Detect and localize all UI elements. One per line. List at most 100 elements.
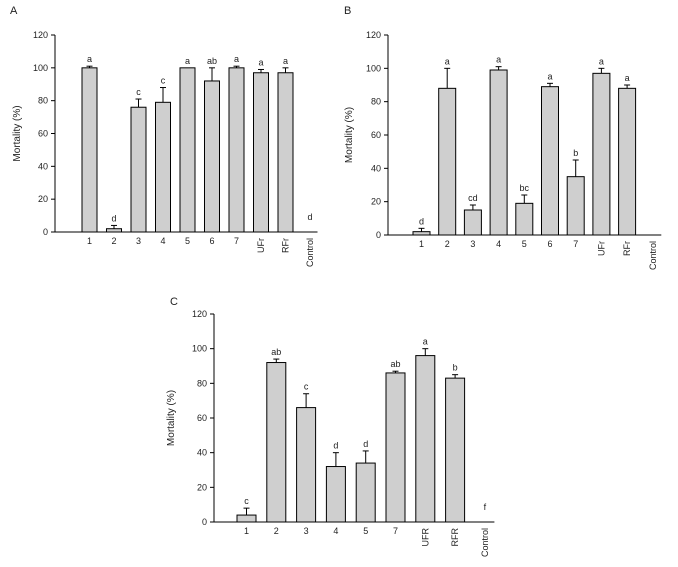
y-tick-label: 80 xyxy=(197,378,207,388)
x-tick-label: 2 xyxy=(111,236,116,246)
bar xyxy=(130,106,147,233)
bar xyxy=(463,209,482,236)
x-tick-label: Control xyxy=(480,528,490,557)
x-tick-label: 5 xyxy=(363,526,368,536)
panel-label: B xyxy=(344,5,351,17)
bar xyxy=(412,231,431,236)
significance-letter: a xyxy=(423,337,428,347)
x-tick-label: 5 xyxy=(522,239,527,249)
significance-letter: c xyxy=(136,87,141,97)
x-tick-label: 5 xyxy=(185,236,190,246)
y-axis-label: Mortality (%) xyxy=(12,105,23,161)
significance-letter: a xyxy=(547,71,552,81)
bar xyxy=(592,72,611,236)
y-tick-label: 20 xyxy=(371,197,381,207)
y-tick-label: 100 xyxy=(366,63,381,73)
y-tick-label: 100 xyxy=(33,63,48,73)
panel-a: A 0 20 40 60 80 100 120 Mortality (%) a 1 d 2 c 3 c 4 a 5 a… xyxy=(10,5,318,267)
significance-letter: ab xyxy=(271,347,281,357)
x-tick-label: 3 xyxy=(304,526,309,536)
significance-letter: d xyxy=(333,441,338,451)
bar xyxy=(415,355,436,523)
bar xyxy=(355,462,376,523)
significance-letter: a xyxy=(87,54,92,64)
y-tick-label: 80 xyxy=(371,97,381,107)
y-tick-label: 0 xyxy=(376,230,381,240)
x-tick-label: Control xyxy=(648,241,658,270)
significance-letter: f xyxy=(484,502,487,512)
significance-letter: c xyxy=(244,496,249,506)
x-tick-label: 1 xyxy=(87,236,92,246)
bar xyxy=(618,87,637,236)
bar xyxy=(228,67,245,233)
significance-letter: ab xyxy=(390,359,400,369)
significance-letter: d xyxy=(419,216,424,226)
significance-letter: a xyxy=(234,54,239,64)
bar xyxy=(296,407,317,523)
x-tick-label: 7 xyxy=(234,236,239,246)
x-tick-label: RFR xyxy=(450,528,460,547)
y-tick-label: 100 xyxy=(192,344,207,354)
y-tick-label: 60 xyxy=(38,129,48,139)
y-tick-label: 120 xyxy=(33,30,48,40)
x-tick-label: 7 xyxy=(573,239,578,249)
panel-label: C xyxy=(170,296,178,308)
bar xyxy=(253,72,269,233)
y-axis-label: Mortality (%) xyxy=(166,390,177,446)
x-tick-label: 4 xyxy=(333,526,338,536)
x-tick-label: 2 xyxy=(445,239,450,249)
significance-letter: a xyxy=(258,57,263,67)
significance-letter: d xyxy=(307,212,312,222)
significance-letter: cd xyxy=(468,193,478,203)
significance-letter: c xyxy=(304,382,309,392)
bar xyxy=(515,202,534,236)
y-tick-label: 0 xyxy=(43,227,48,237)
y-tick-label: 40 xyxy=(38,161,48,171)
panel-label: A xyxy=(10,5,18,17)
bar xyxy=(179,67,196,233)
bar xyxy=(204,80,220,233)
significance-letter: bc xyxy=(520,183,530,193)
bar xyxy=(155,101,171,233)
x-tick-label: 4 xyxy=(496,239,501,249)
significance-letter: ab xyxy=(207,56,217,66)
bar xyxy=(489,69,508,236)
significance-letter: c xyxy=(161,76,166,86)
y-tick-label: 40 xyxy=(197,448,207,458)
y-tick-label: 20 xyxy=(38,194,48,204)
bar xyxy=(445,377,466,523)
significance-letter: d xyxy=(111,213,116,223)
x-tick-label: RFr xyxy=(281,238,291,253)
panel-b: B 0 20 40 60 80 100 120 Mortality (%) d 1 a 2 cd 3 a 4 bc… xyxy=(344,5,662,270)
significance-letter: a xyxy=(496,55,501,65)
significance-letter: a xyxy=(445,56,450,66)
y-tick-label: 120 xyxy=(192,309,207,319)
bar xyxy=(541,86,559,236)
bar xyxy=(266,362,287,523)
x-tick-label: 1 xyxy=(419,239,424,249)
y-axis-label: Mortality (%) xyxy=(344,107,355,163)
bar xyxy=(106,228,122,233)
bar xyxy=(277,72,294,233)
x-tick-label: 6 xyxy=(209,236,214,246)
bar xyxy=(236,514,257,523)
significance-letter: b xyxy=(453,363,458,373)
bar xyxy=(385,372,406,523)
significance-letter: a xyxy=(185,56,190,66)
significance-letter: b xyxy=(573,148,578,158)
significance-letter: a xyxy=(625,73,630,83)
y-tick-label: 60 xyxy=(197,413,207,423)
x-tick-label: UFr xyxy=(256,238,266,253)
x-tick-label: UFr xyxy=(596,241,606,256)
x-tick-label: 3 xyxy=(470,239,475,249)
x-tick-label: 2 xyxy=(274,526,279,536)
x-tick-label: 3 xyxy=(136,236,141,246)
y-tick-label: 40 xyxy=(371,163,381,173)
y-tick-label: 20 xyxy=(197,482,207,492)
x-tick-label: 6 xyxy=(547,239,552,249)
bar xyxy=(438,87,457,236)
x-tick-label: UFR xyxy=(420,528,430,547)
x-tick-label: RFr xyxy=(622,241,632,256)
